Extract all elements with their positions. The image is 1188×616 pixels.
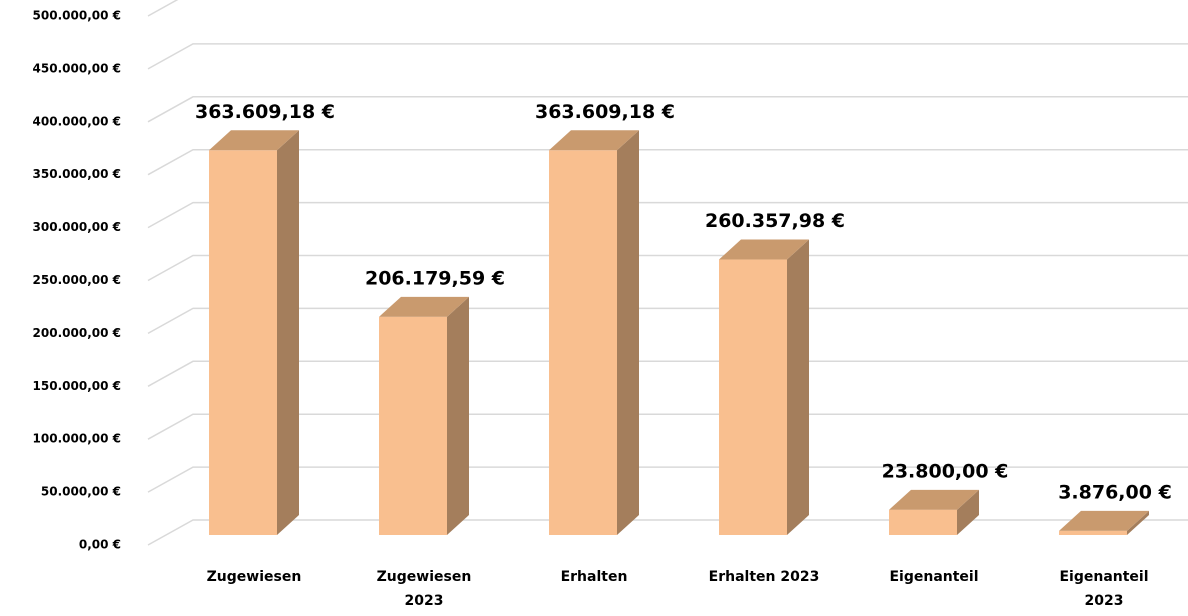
grid-line — [147, 519, 1188, 546]
x-tick-label: Zugewiesen — [206, 569, 302, 585]
bar-top — [1059, 510, 1149, 531]
value-label: 363.609,18 € — [195, 101, 335, 123]
x-tick-label: Zugewiesen 2023 — [376, 569, 472, 609]
y-tick-label: 200.000,00 € — [33, 326, 121, 340]
y-tick-label: 50.000,00 € — [41, 485, 121, 499]
grid-line — [147, 148, 1188, 176]
x-tick-label: Erhalten 2023 — [708, 569, 820, 585]
x-tick-label: Eigenanteil 2023 — [1059, 569, 1149, 609]
bar-top — [379, 296, 469, 317]
y-tick-label: 350.000,00 € — [33, 167, 121, 181]
y-tick-label: 300.000,00 € — [33, 220, 121, 234]
value-label: 363.609,18 € — [535, 101, 675, 123]
grid-line — [147, 43, 1188, 70]
bar — [719, 259, 787, 535]
bar — [889, 509, 957, 535]
bar-side — [787, 239, 809, 535]
bar-top — [719, 239, 809, 260]
y-tick-label: 500.000,00 € — [33, 9, 121, 23]
y-tick-label: 450.000,00 € — [33, 61, 121, 75]
bar-side — [277, 130, 299, 535]
x-tick-label: Eigenanteil — [889, 569, 979, 585]
bar-top — [549, 130, 639, 151]
bar-side — [447, 296, 469, 535]
bar — [379, 316, 447, 535]
value-label: 206.179,59 € — [365, 267, 505, 289]
bar-side — [1127, 510, 1149, 535]
x-tick-label: Erhalten — [560, 569, 628, 585]
grid-line — [147, 413, 1188, 440]
bar-side — [617, 130, 639, 535]
y-tick-label: 150.000,00 € — [33, 379, 121, 393]
grid-line — [147, 254, 1188, 282]
y-tick-label: 100.000,00 € — [33, 432, 121, 446]
grid-line — [147, 0, 179, 17]
bar — [549, 150, 617, 535]
grid-line — [147, 201, 1188, 229]
value-label: 3.876,00 € — [1058, 481, 1172, 503]
bar-top — [889, 489, 979, 510]
value-label: 23.800,00 € — [882, 460, 1009, 482]
bar-top — [209, 130, 299, 151]
bar-side — [957, 489, 979, 535]
bar — [1059, 530, 1127, 535]
bar — [209, 150, 277, 535]
y-tick-label: 250.000,00 € — [33, 273, 121, 287]
y-tick-label: 400.000,00 € — [33, 114, 121, 128]
y-tick-label: 0,00 € — [79, 538, 121, 552]
grid-line — [147, 466, 1188, 493]
value-label: 260.357,98 € — [705, 210, 845, 232]
grid-line — [147, 360, 1188, 387]
grid-line — [147, 96, 1188, 123]
grid-line — [147, 307, 1188, 335]
